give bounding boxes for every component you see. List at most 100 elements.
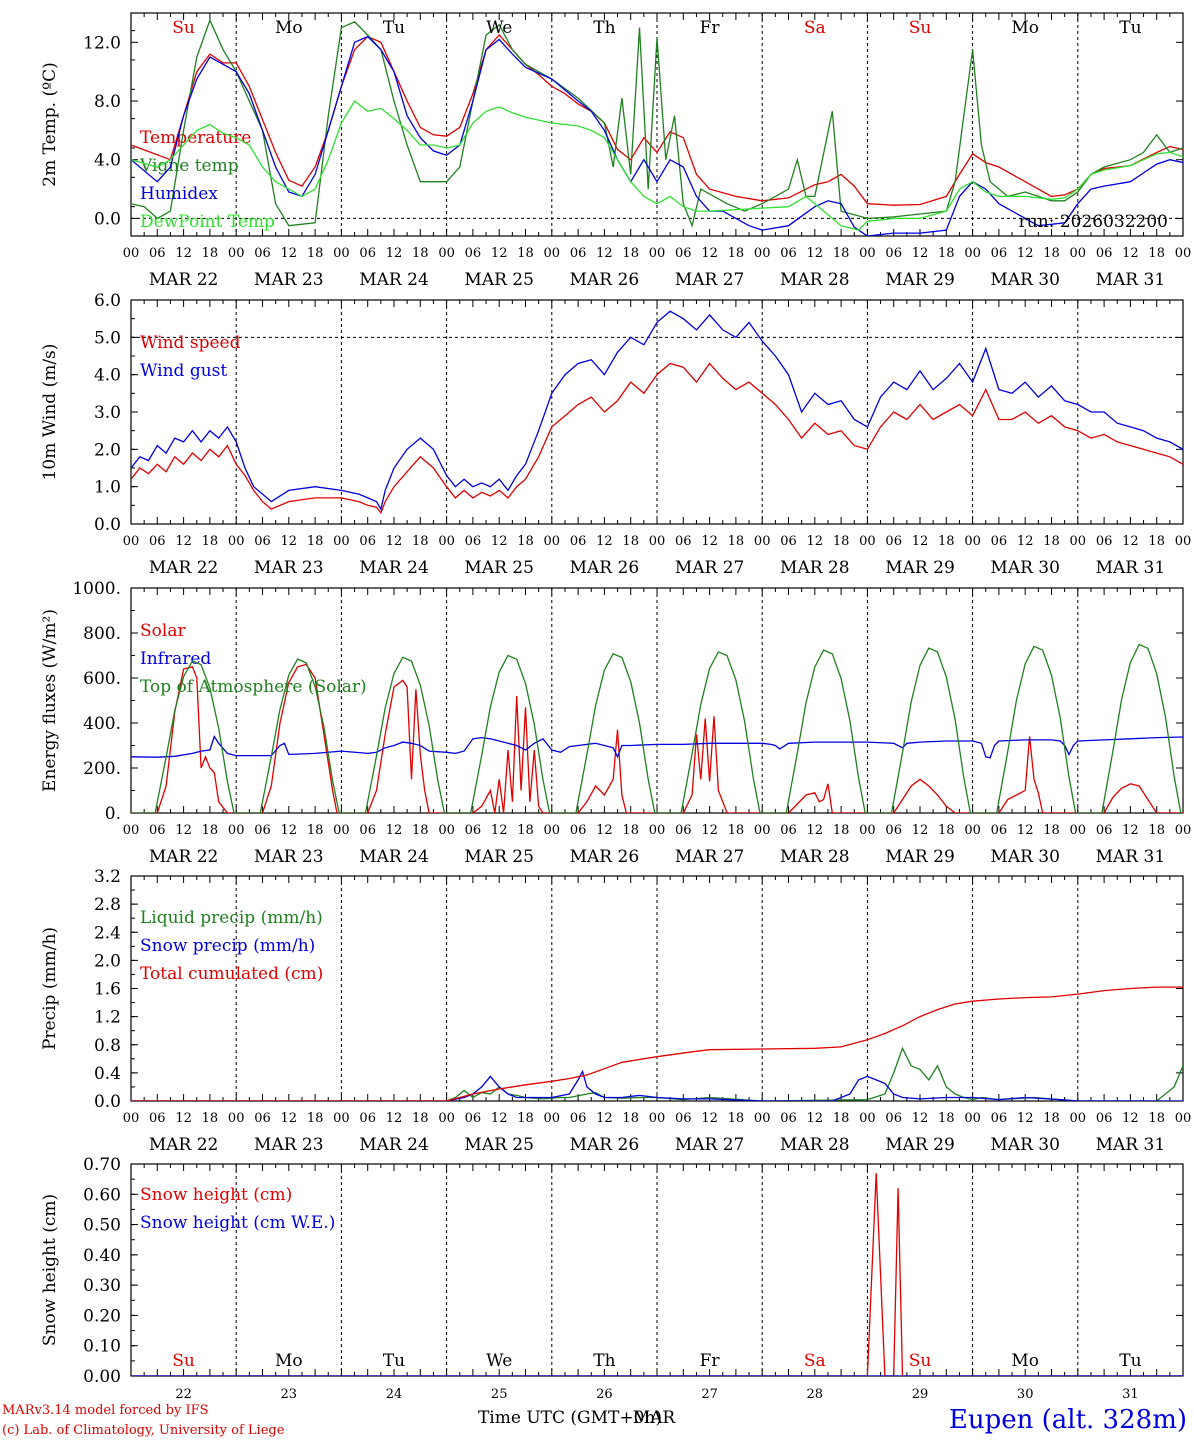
hour-tick-label: 06	[254, 246, 271, 261]
hour-tick-label: 00	[754, 246, 771, 261]
hour-tick-label: 12	[701, 1111, 718, 1126]
hour-tick-label: 12	[1017, 246, 1034, 261]
date-label: MAR 22	[149, 270, 219, 290]
hour-tick-label: 06	[465, 823, 482, 838]
date-label: MAR 31	[1096, 558, 1166, 578]
hour-tick-label: 18	[517, 534, 534, 549]
date-label: MAR 31	[1096, 1135, 1166, 1155]
day-number-label: 22	[175, 1387, 192, 1402]
y-tick-label: 0.70	[83, 1155, 121, 1175]
hour-tick-label: 00	[544, 1111, 561, 1126]
hour-tick-label: 12	[1122, 534, 1139, 549]
date-label: MAR 29	[885, 847, 955, 867]
hour-tick-label: 18	[307, 246, 324, 261]
hour-tick-label: 00	[1070, 1111, 1087, 1126]
hour-tick-label: 00	[1175, 823, 1192, 838]
hour-tick-label: 18	[622, 246, 639, 261]
hour-tick-label: 00	[544, 534, 561, 549]
y-axis-label: 10m Wind (m/s)	[40, 344, 60, 481]
hour-tick-label: 00	[649, 823, 666, 838]
hour-tick-label: 18	[202, 823, 219, 838]
hour-tick-label: 06	[675, 246, 692, 261]
hour-tick-label: 18	[938, 1111, 955, 1126]
hour-tick-label: 18	[307, 1111, 324, 1126]
hour-tick-label: 06	[254, 823, 271, 838]
hour-tick-label: 12	[912, 246, 929, 261]
date-label: MAR 25	[464, 270, 534, 290]
series-line	[131, 986, 1183, 1101]
hour-tick-label: 06	[254, 534, 271, 549]
hour-tick-label: 06	[570, 823, 587, 838]
series-line	[131, 35, 1183, 236]
day-number-label: 31	[1122, 1387, 1139, 1402]
hour-tick-label: 00	[123, 246, 140, 261]
run-label: run: 2026032200	[1019, 212, 1168, 232]
y-tick-label: 0.0	[94, 209, 121, 229]
hour-tick-label: 06	[675, 534, 692, 549]
hour-tick-label: 00	[1070, 823, 1087, 838]
date-label: MAR 27	[675, 847, 745, 867]
y-axis-label: Precip (mm/h)	[40, 927, 60, 1050]
hour-tick-label: 00	[859, 246, 876, 261]
hour-tick-label: 12	[807, 246, 824, 261]
hour-tick-label: 06	[359, 246, 376, 261]
y-tick-label: 0.40	[83, 1246, 121, 1266]
y-tick-label: 0.00	[83, 1367, 121, 1387]
hour-tick-label: 00	[1175, 1111, 1192, 1126]
date-label: MAR 30	[990, 558, 1060, 578]
hour-tick-label: 00	[228, 246, 245, 261]
date-label: MAR 26	[570, 270, 640, 290]
date-label: MAR 24	[359, 270, 429, 290]
hour-tick-label: 00	[754, 534, 771, 549]
hour-tick-label: 12	[175, 823, 192, 838]
legend-entry: Snow height (cm W.E.)	[140, 1213, 335, 1233]
hour-tick-label: 12	[175, 246, 192, 261]
y-tick-label: 2.0	[94, 440, 121, 460]
hour-tick-label: 06	[1096, 1111, 1113, 1126]
hour-tick-label: 18	[1148, 823, 1165, 838]
hour-tick-label: 18	[517, 823, 534, 838]
hour-tick-label: 06	[570, 1111, 587, 1126]
y-tick-label: 1.0	[94, 478, 121, 498]
legend-entry: Snow precip (mm/h)	[140, 936, 315, 956]
hour-tick-label: 18	[517, 246, 534, 261]
y-axis-label: Snow height (cm)	[40, 1194, 60, 1346]
hour-tick-label: 18	[728, 823, 745, 838]
hour-tick-label: 18	[833, 1111, 850, 1126]
weekday-label: Su	[909, 1351, 932, 1371]
hour-tick-label: 06	[885, 534, 902, 549]
hour-tick-label: 06	[465, 534, 482, 549]
hour-tick-label: 00	[1070, 246, 1087, 261]
hour-tick-label: 18	[1148, 534, 1165, 549]
y-tick-label: 2.4	[94, 923, 121, 943]
y-tick-label: 0.	[105, 804, 121, 824]
hour-tick-label: 06	[149, 823, 166, 838]
y-tick-label: 0.8	[94, 1036, 121, 1056]
hour-tick-label: 12	[701, 823, 718, 838]
hour-tick-label: 12	[1122, 1111, 1139, 1126]
hour-tick-label: 06	[465, 246, 482, 261]
hour-tick-label: 12	[1017, 534, 1034, 549]
hour-tick-label: 12	[491, 1111, 508, 1126]
y-tick-label: 4.0	[94, 366, 121, 386]
hour-tick-label: 12	[912, 534, 929, 549]
y-tick-label: 4.0	[94, 151, 121, 171]
series-line	[131, 362, 1183, 515]
hour-tick-label: 06	[570, 534, 587, 549]
y-tick-label: 0.0	[94, 1092, 121, 1112]
weekday-label: Tu	[383, 1351, 405, 1371]
series-line	[131, 663, 1183, 813]
hour-tick-label: 06	[780, 534, 797, 549]
y-tick-label: 0.50	[83, 1216, 121, 1236]
date-label: MAR 23	[254, 1135, 324, 1155]
y-tick-label: 0.10	[83, 1337, 121, 1357]
hour-tick-label: 00	[333, 534, 350, 549]
weekday-label: Tu	[1119, 18, 1141, 38]
hour-tick-label: 00	[859, 534, 876, 549]
date-label: MAR 25	[464, 847, 534, 867]
y-tick-label: 1.2	[94, 1008, 121, 1028]
hour-tick-label: 12	[386, 1111, 403, 1126]
series-line	[131, 1046, 1183, 1101]
weekday-label: Th	[593, 1351, 615, 1371]
